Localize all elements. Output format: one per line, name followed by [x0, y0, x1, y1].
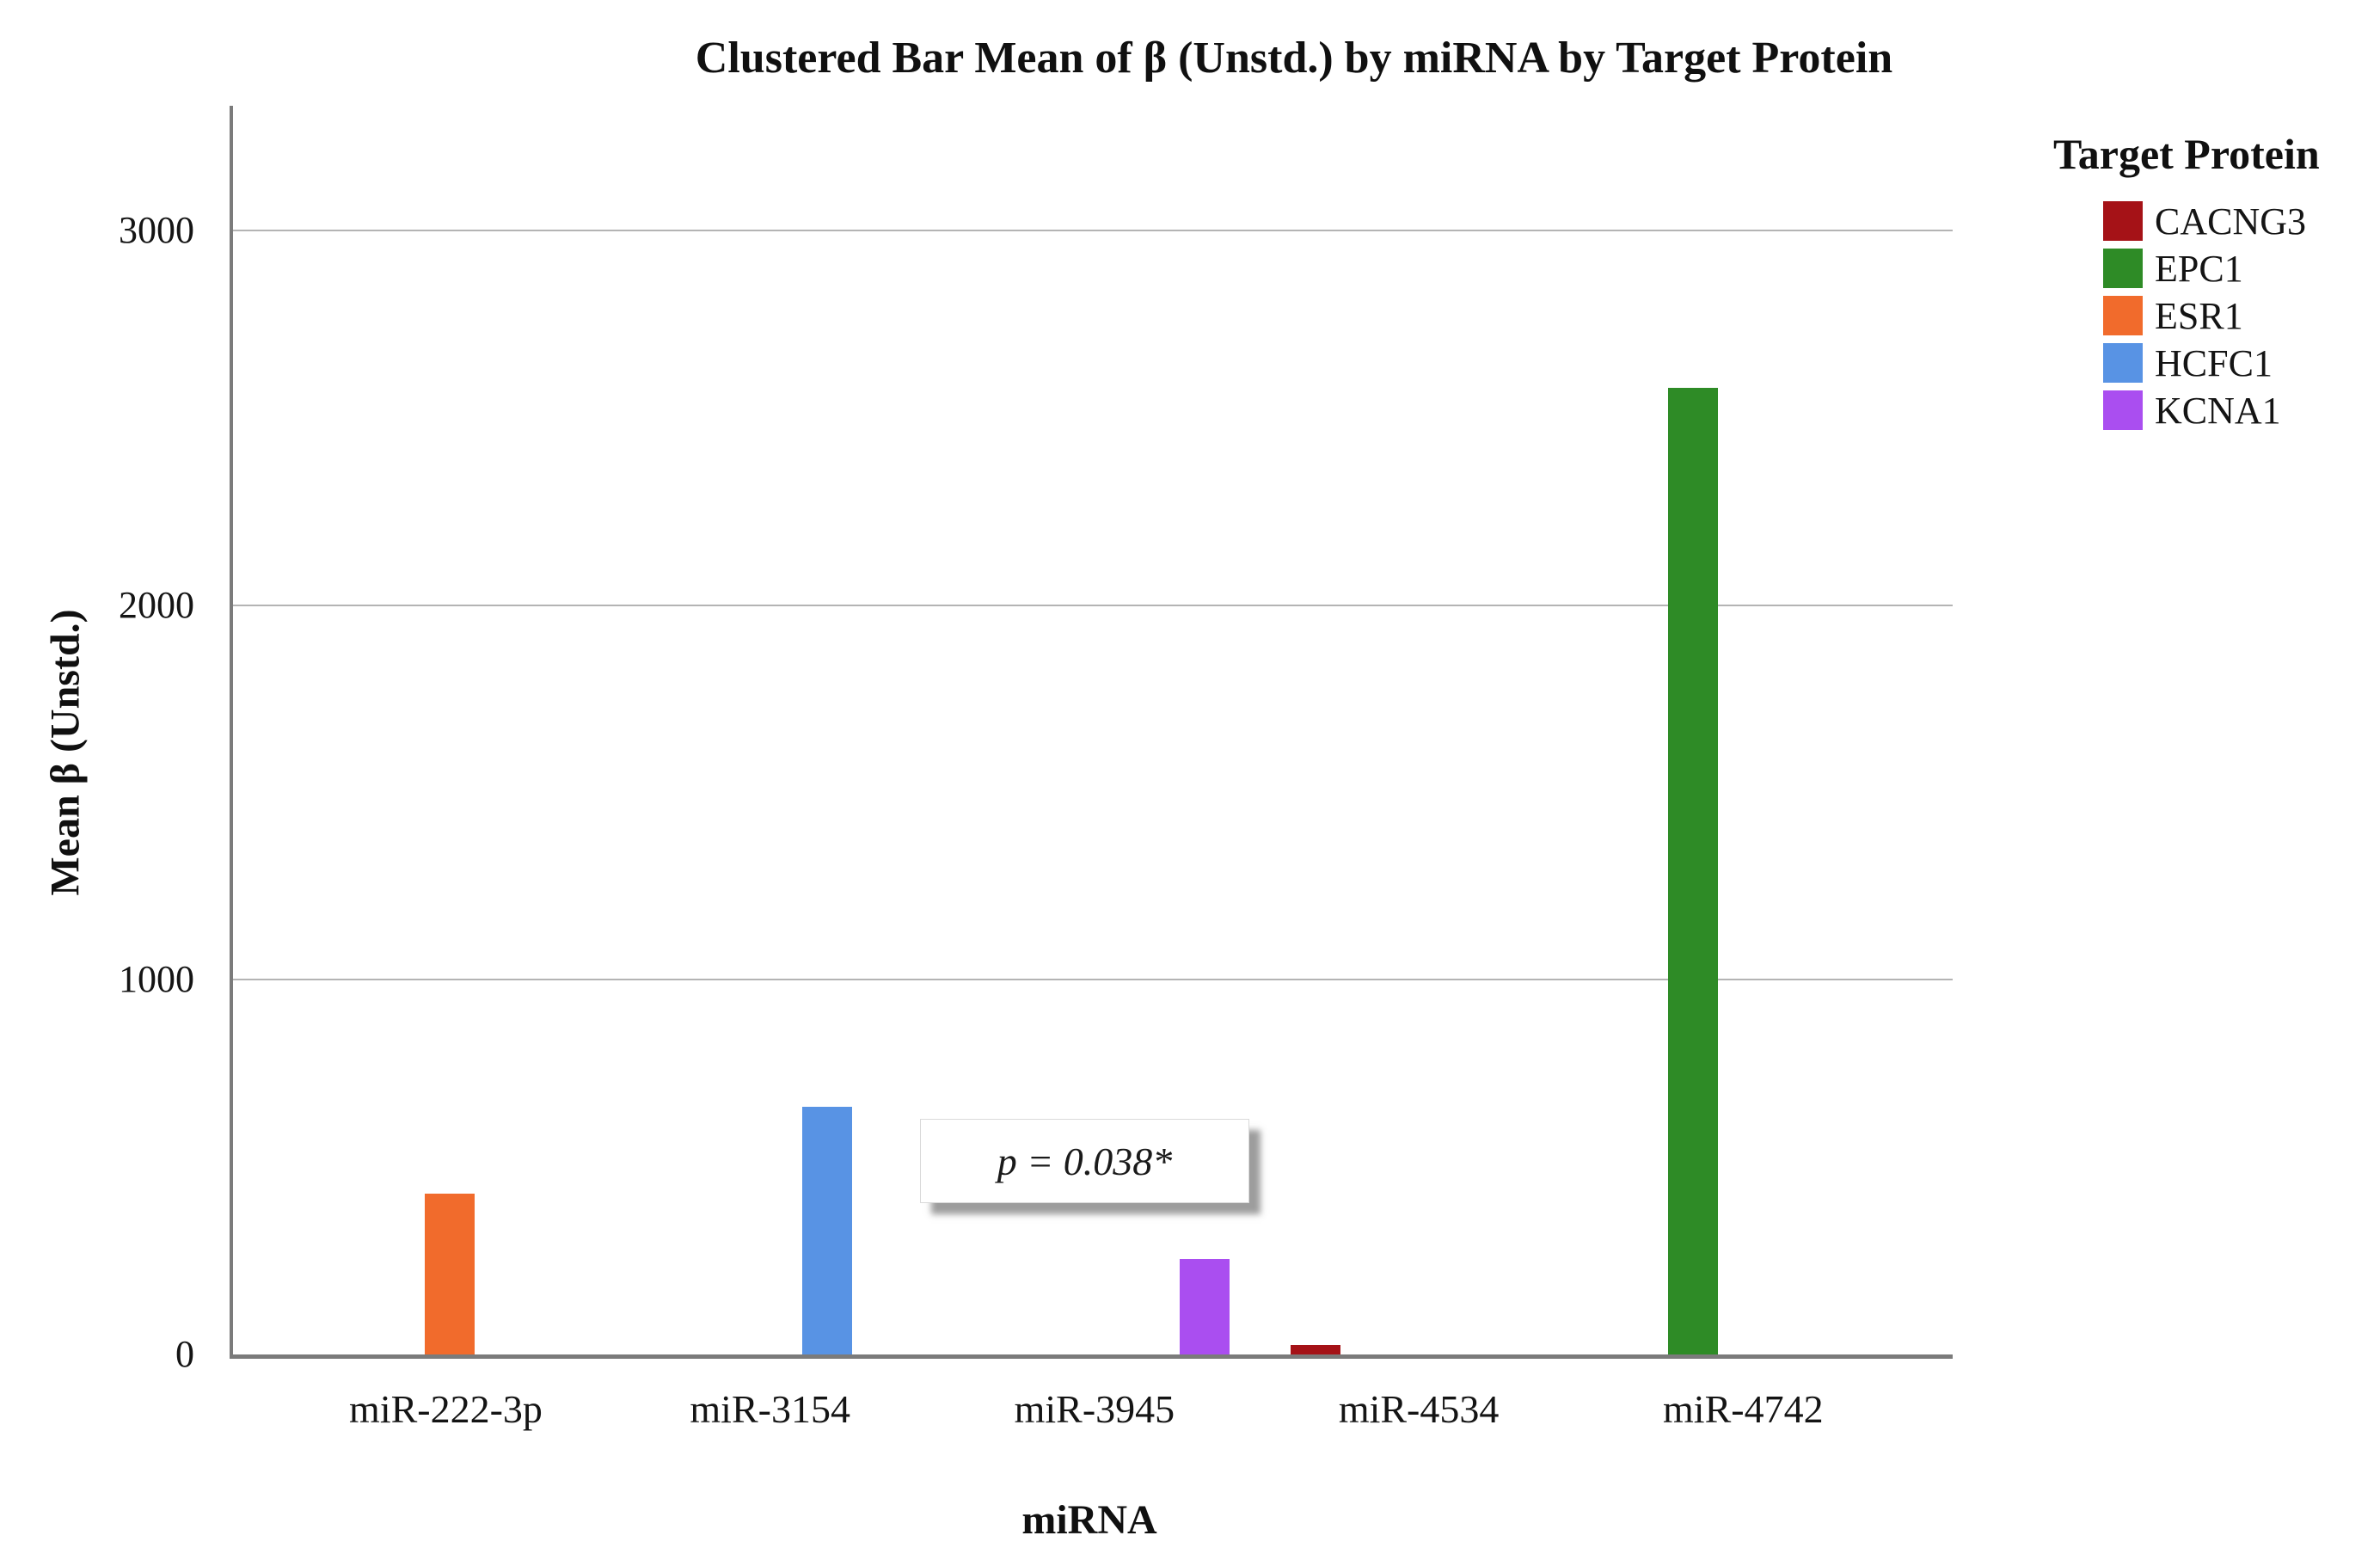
- legend-swatch-ESR1: [2103, 296, 2143, 335]
- gridline-1000: [233, 979, 1953, 981]
- plot-area: [230, 106, 1953, 1359]
- bar-HCFC1-miR-3154: [801, 1107, 852, 1354]
- bar-ESR1-miR-222-3p: [424, 1193, 475, 1354]
- legend-swatch-EPC1: [2103, 249, 2143, 288]
- legend-title: Target Protein: [2053, 130, 2320, 178]
- chart-title: Clustered Bar Mean of β (Unstd.) by miRN…: [695, 34, 1893, 83]
- y-tick-label-0: 0: [175, 1333, 194, 1375]
- x-tick-label: miR-4742: [1663, 1387, 1824, 1431]
- legend-items: CACNG3 EPC1 ESR1 HCFC1 KCNA1: [2103, 200, 2320, 432]
- y-tick-label-3000: 3000: [119, 209, 194, 252]
- bar-EPC1-miR-4742: [1668, 388, 1719, 1354]
- x-tick-label: miR-3945: [1014, 1387, 1175, 1431]
- x-tick-label: miR-222-3p: [349, 1387, 543, 1431]
- legend-swatch-HCFC1: [2103, 343, 2143, 383]
- y-tick-label-1000: 1000: [119, 958, 194, 1001]
- legend-swatch-KCNA1: [2103, 390, 2143, 430]
- legend-label-ESR1: ESR1: [2155, 294, 2243, 337]
- bar-CACNG3-miR-4534: [1291, 1345, 1341, 1354]
- gridline-2000: [233, 604, 1953, 606]
- legend-swatch-CACNG3: [2103, 201, 2143, 241]
- legend-label-KCNA1: KCNA1: [2155, 389, 2281, 432]
- legend-label-CACNG3: CACNG3: [2155, 200, 2307, 243]
- bar-KCNA1-miR-3945: [1179, 1258, 1230, 1354]
- legend-item-HCFC1: HCFC1: [2103, 341, 2320, 384]
- gridline-3000: [233, 230, 1953, 232]
- x-tick-label: miR-4534: [1338, 1387, 1500, 1431]
- legend-item-CACNG3: CACNG3: [2103, 200, 2320, 243]
- y-axis-label: Mean β (Unstd.): [42, 609, 89, 896]
- y-tick-label-2000: 2000: [119, 583, 194, 626]
- x-tick-label: miR-3154: [690, 1387, 850, 1431]
- legend: Target Protein CACNG3 EPC1 ESR1 HCFC1 KCNA1: [2053, 129, 2320, 438]
- legend-label-HCFC1: HCFC1: [2155, 341, 2273, 384]
- legend-item-EPC1: EPC1: [2103, 247, 2320, 290]
- legend-label-EPC1: EPC1: [2155, 247, 2243, 290]
- p-value-annotation: p = 0.038*: [920, 1119, 1249, 1203]
- x-axis-label: miRNA: [1021, 1497, 1157, 1543]
- legend-item-KCNA1: KCNA1: [2103, 389, 2320, 432]
- legend-item-ESR1: ESR1: [2103, 294, 2320, 337]
